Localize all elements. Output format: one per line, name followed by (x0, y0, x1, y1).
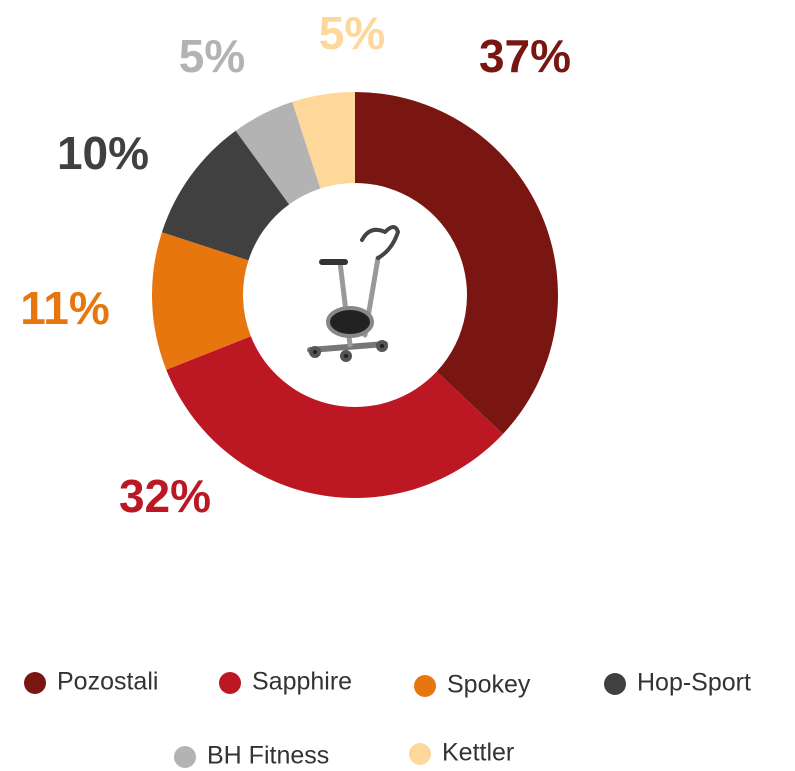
legend-label: BH Fitness (207, 742, 329, 770)
legend-label: Kettler (442, 739, 514, 767)
donut-slice (292, 92, 355, 189)
legend-label: Sapphire (252, 668, 352, 696)
data-label: 5% (179, 30, 245, 82)
donut-slice (235, 101, 321, 205)
donut-slice (355, 92, 558, 434)
data-label: 5% (319, 7, 385, 59)
legend-marker (24, 672, 46, 694)
center-image (307, 225, 401, 362)
data-label: 10% (57, 127, 149, 179)
donut-slice (166, 336, 503, 498)
legend-marker (604, 673, 626, 695)
legend-marker (174, 746, 196, 768)
donut-slice (161, 130, 290, 261)
legend-label: Spokey (447, 671, 531, 699)
legend-marker (219, 672, 241, 694)
data-label: 11% (20, 282, 110, 334)
data-label: 37% (479, 30, 571, 82)
legend-label: Hop-Sport (637, 669, 751, 697)
legend-marker (409, 743, 431, 765)
legend-marker (414, 675, 436, 697)
donut-slice (152, 232, 251, 370)
data-label: 32% (119, 470, 211, 522)
legend-label: Pozostali (57, 668, 158, 696)
